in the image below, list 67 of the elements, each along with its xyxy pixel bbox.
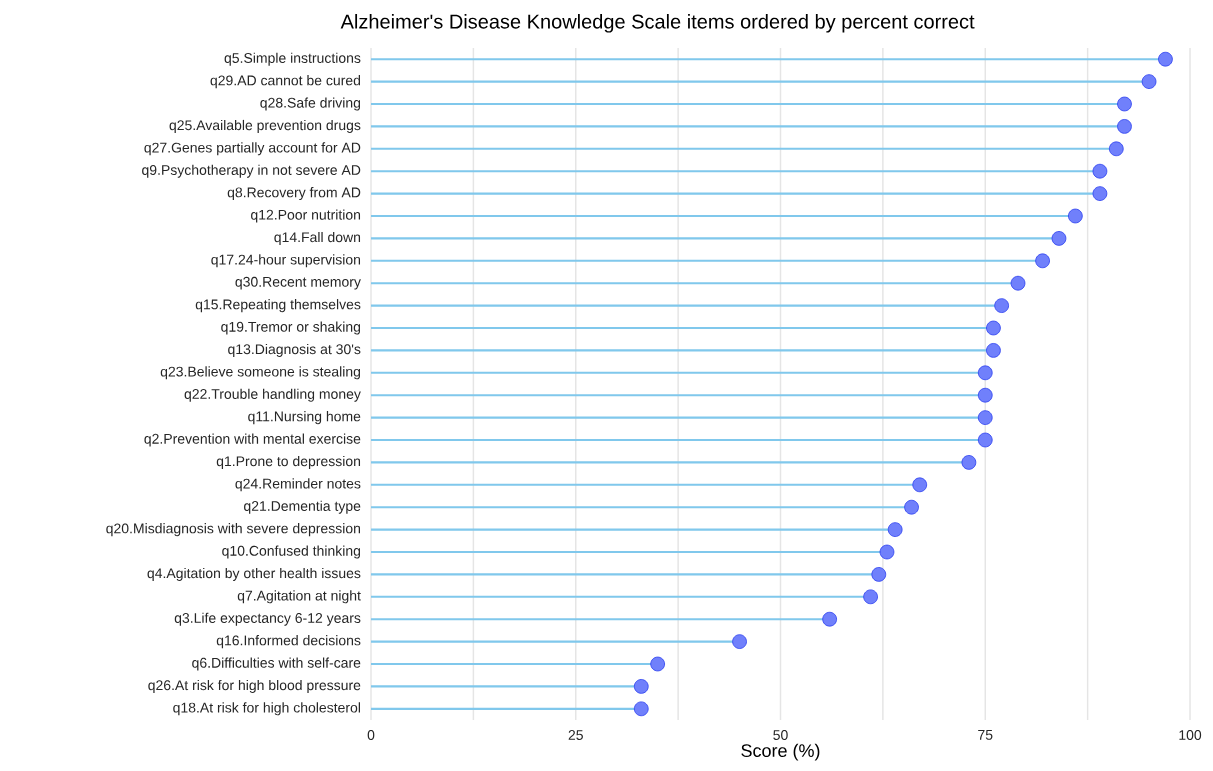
point	[879, 544, 895, 560]
y-tick-label: q14.Fall down	[274, 231, 361, 245]
y-tick-label: q8.Recovery from AD	[227, 187, 361, 201]
point	[887, 522, 903, 537]
y-tick-label: q6.Difficulties with self-care	[192, 657, 361, 671]
point	[986, 343, 1001, 358]
point	[1117, 96, 1132, 112]
y-tick-label: q11.Nursing home	[248, 411, 361, 425]
y-tick-label: q10.Confused thinking	[222, 545, 361, 559]
y-tick-label: q26.At risk for high blood pressure	[148, 679, 361, 693]
point	[1108, 141, 1124, 157]
y-tick-label: q5.Simple instructions	[224, 52, 361, 66]
x-tick-label: 100	[1179, 730, 1202, 740]
point	[986, 320, 1001, 336]
y-tick-label: q22.Trouble handling money	[184, 388, 361, 402]
y-tick-label: q21.Dementia type	[244, 500, 361, 514]
point	[633, 679, 649, 694]
y-tick-label: q4.Agitation by other health issues	[147, 567, 361, 581]
y-tick-label: q17.24-hour supervision	[211, 254, 361, 268]
y-tick-label: q23.Believe someone is stealing	[160, 366, 361, 380]
point	[871, 567, 887, 582]
y-tick-label: q27.Genes partially account for AD	[144, 142, 361, 156]
x-tick-label: 50	[773, 730, 788, 740]
x-tick-label: 0	[367, 730, 375, 740]
y-tick-label: q12.Poor nutrition	[251, 209, 361, 223]
point	[633, 701, 649, 717]
y-tick-label: q24.Reminder notes	[235, 478, 361, 492]
point	[977, 365, 993, 381]
point	[650, 656, 665, 672]
y-tick-label: q18.At risk for high cholesterol	[173, 702, 360, 716]
y-tick-label: q2.Prevention with mental exercise	[144, 433, 361, 447]
y-tick-label: q28.Safe driving	[260, 97, 361, 111]
point	[822, 611, 837, 627]
point	[1092, 163, 1108, 179]
point	[1051, 231, 1067, 246]
chart-title: Alzheimer's Disease Knowledge Scale items ordered by percent correct	[340, 13, 975, 33]
point	[912, 477, 928, 493]
point	[1158, 51, 1173, 67]
point	[1010, 275, 1026, 291]
point	[732, 634, 747, 649]
point	[1068, 208, 1083, 224]
y-tick-label: q16.Informed decisions	[216, 635, 361, 649]
x-tick-label: 25	[568, 730, 583, 740]
point	[994, 298, 1009, 313]
point	[977, 432, 993, 448]
y-tick-label: q9.Psychotherapy in not severe AD	[142, 164, 361, 178]
y-tick-label: q25.Available prevention drugs	[169, 119, 361, 133]
y-tick-label: q1.Prone to depression	[216, 455, 361, 469]
point	[1035, 253, 1050, 269]
x-tick-label: 75	[978, 730, 993, 740]
y-tick-label: q30.Recent memory	[235, 276, 361, 290]
point	[977, 387, 993, 403]
y-tick-label: q13.Diagnosis at 30's	[228, 343, 361, 357]
point	[1092, 186, 1108, 201]
x-axis-title: Score (%)	[741, 743, 820, 761]
y-tick-label: q15.Repeating themselves	[195, 299, 361, 313]
y-tick-label: q3.Life expectancy 6-12 years	[174, 612, 361, 626]
y-tick-label: q7.Agitation at night	[237, 590, 361, 604]
point	[977, 410, 993, 425]
point	[863, 589, 878, 605]
point	[904, 499, 919, 515]
y-tick-label: q19.Tremor or shaking	[221, 321, 361, 335]
point	[1117, 119, 1132, 134]
y-tick-label: q20.Misdiagnosis with severe depression	[106, 523, 360, 537]
point	[1141, 74, 1157, 89]
y-tick-label: q29.AD cannot be cured	[210, 75, 361, 89]
point	[961, 455, 977, 470]
